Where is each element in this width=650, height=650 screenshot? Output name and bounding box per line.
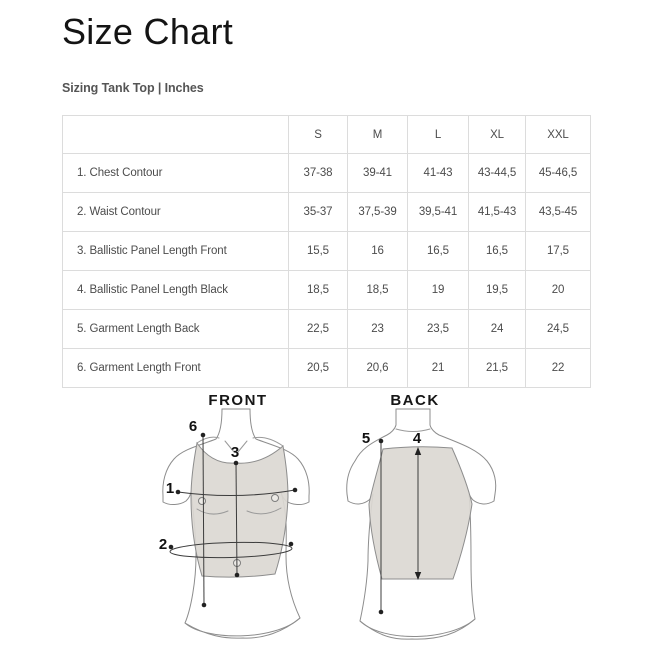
table-corner-cell bbox=[62, 115, 289, 154]
measure-dot bbox=[168, 544, 174, 550]
marker-3: 3 bbox=[231, 444, 239, 461]
marker-2: 2 bbox=[159, 536, 167, 553]
front-torso-illustration: FRONT bbox=[159, 392, 310, 639]
front-pec-lines bbox=[196, 507, 282, 515]
cell-value: 19,5 bbox=[468, 270, 526, 310]
front-hem-curve bbox=[184, 617, 301, 637]
row-label: 1. Chest Contour bbox=[62, 153, 289, 193]
cell-value: 21,5 bbox=[468, 348, 526, 388]
cell-value: 19 bbox=[407, 270, 469, 310]
cell-value: 22,5 bbox=[288, 309, 348, 349]
front-torso-sides-and-hem bbox=[184, 491, 301, 639]
cell-value: 39,5-41 bbox=[407, 192, 469, 232]
row-label: 6. Garment Length Front bbox=[62, 348, 289, 388]
cell-value: 20,6 bbox=[347, 348, 408, 388]
measure-arrow-up bbox=[414, 447, 422, 455]
back-neck-base-line bbox=[395, 428, 431, 432]
marker-6: 6 bbox=[189, 418, 197, 435]
measure-line-3 bbox=[235, 462, 238, 576]
measure-dot bbox=[292, 487, 298, 493]
size-header-s: S bbox=[288, 115, 348, 154]
front-diagram-title: FRONT bbox=[208, 392, 267, 409]
row-label: 3. Ballistic Panel Length Front bbox=[62, 231, 289, 271]
measure-dot bbox=[378, 438, 384, 444]
back-ballistic-panel bbox=[368, 446, 473, 580]
size-header-xl: XL bbox=[468, 115, 526, 154]
measure-dot bbox=[234, 572, 240, 578]
cell-value: 37-38 bbox=[288, 153, 348, 193]
cell-value: 20,5 bbox=[288, 348, 348, 388]
cell-value: 35-37 bbox=[288, 192, 348, 232]
measure-dot bbox=[200, 432, 206, 438]
back-left-arm-outline bbox=[346, 408, 397, 505]
cell-value: 41,5-43 bbox=[468, 192, 526, 232]
cell-value: 18,5 bbox=[288, 270, 348, 310]
measure-line-6 bbox=[202, 434, 205, 606]
cell-value: 15,5 bbox=[288, 231, 348, 271]
measure-line-1 bbox=[177, 489, 296, 497]
measure-dot bbox=[288, 541, 294, 547]
cell-value: 21 bbox=[407, 348, 469, 388]
page-subtitle: Sizing Tank Top | Inches bbox=[62, 81, 204, 95]
cell-value: 37,5-39 bbox=[347, 192, 408, 232]
measure-arrow-down bbox=[414, 572, 422, 580]
front-strap-lines bbox=[196, 436, 284, 447]
cell-value: 20 bbox=[525, 270, 591, 310]
marker-5: 5 bbox=[362, 430, 370, 447]
back-torso-sides-and-hem bbox=[359, 493, 476, 640]
cell-value: 24,5 bbox=[525, 309, 591, 349]
table-row: 1. Chest Contour 37-38 39-41 41-43 43-44… bbox=[62, 153, 591, 193]
size-table-header-row: S M L XL XXL bbox=[62, 115, 591, 154]
back-diagram: BACK 4 5 bbox=[335, 391, 525, 650]
cell-value: 16 bbox=[347, 231, 408, 271]
row-label: 2. Waist Contour bbox=[62, 192, 289, 232]
row-label: 5. Garment Length Back bbox=[62, 309, 289, 349]
cell-value: 39-41 bbox=[347, 153, 408, 193]
measure-dot bbox=[378, 609, 384, 615]
cell-value: 43,5-45 bbox=[525, 192, 591, 232]
cell-value: 18,5 bbox=[347, 270, 408, 310]
size-header-m: M bbox=[347, 115, 408, 154]
measure-dot bbox=[201, 602, 207, 608]
cell-value: 23,5 bbox=[407, 309, 469, 349]
cell-value: 22 bbox=[525, 348, 591, 388]
marker-1: 1 bbox=[166, 480, 174, 497]
back-hem-curve bbox=[359, 618, 476, 637]
front-snap-right bbox=[271, 494, 279, 502]
marker-4: 4 bbox=[413, 430, 422, 447]
front-diagram: FRONT bbox=[145, 391, 335, 650]
cell-value: 17,5 bbox=[525, 231, 591, 271]
table-row: 5. Garment Length Back 22,5 23 23,5 24 2… bbox=[62, 309, 591, 349]
cell-value: 23 bbox=[347, 309, 408, 349]
measurement-diagrams: FRONT bbox=[0, 391, 650, 650]
page-title: Size Chart bbox=[62, 11, 234, 52]
cell-value: 45-46,5 bbox=[525, 153, 591, 193]
table-row: 3. Ballistic Panel Length Front 15,5 16 … bbox=[62, 231, 591, 271]
back-diagram-title: BACK bbox=[390, 392, 439, 409]
front-clavicle-lines bbox=[224, 440, 248, 453]
row-label: 4. Ballistic Panel Length Black bbox=[62, 270, 289, 310]
back-torso-illustration: BACK 4 5 bbox=[346, 392, 497, 640]
measure-dot bbox=[233, 460, 239, 466]
measure-dot bbox=[175, 489, 181, 495]
table-row: 2. Waist Contour 35-37 37,5-39 39,5-41 4… bbox=[62, 192, 591, 232]
table-row: 6. Garment Length Front 20,5 20,6 21 21,… bbox=[62, 348, 591, 388]
cell-value: 16,5 bbox=[468, 231, 526, 271]
front-snap-left bbox=[198, 497, 206, 505]
size-header-l: L bbox=[407, 115, 469, 154]
cell-value: 24 bbox=[468, 309, 526, 349]
size-chart-page: Size Chart Sizing Tank Top | Inches S M … bbox=[62, 0, 591, 650]
table-row: 4. Ballistic Panel Length Black 18,5 18,… bbox=[62, 270, 591, 310]
size-table: S M L XL XXL 1. Chest Contour 37-38 39-4… bbox=[62, 115, 591, 388]
size-header-xxl: XXL bbox=[525, 115, 591, 154]
cell-value: 41-43 bbox=[407, 153, 469, 193]
cell-value: 43-44,5 bbox=[468, 153, 526, 193]
measure-line-2 bbox=[169, 541, 293, 559]
cell-value: 16,5 bbox=[407, 231, 469, 271]
back-right-arm-outline bbox=[429, 408, 497, 505]
